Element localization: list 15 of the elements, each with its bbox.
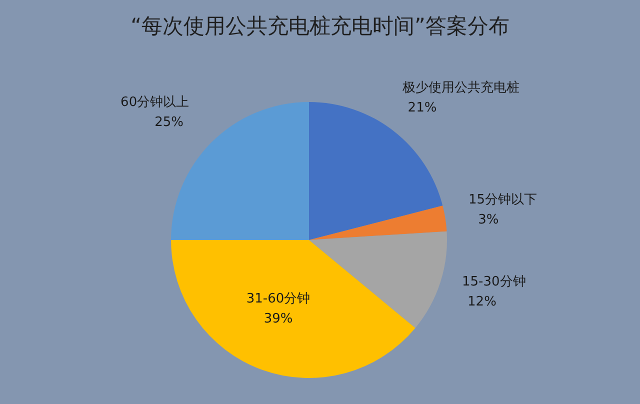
data-label: 3% — [478, 212, 499, 228]
pie-slice — [309, 206, 447, 240]
data-label: 39% — [264, 311, 293, 326]
pie-slice — [309, 231, 447, 328]
data-label: 12% — [468, 294, 496, 310]
pie-slice — [171, 240, 416, 378]
data-label: 21% — [408, 100, 437, 116]
slice-label: 31-60分钟 — [246, 291, 310, 306]
pie-slice — [309, 102, 443, 240]
slice-label: 极少使用公共充电桩 — [401, 80, 520, 96]
slice-label: 15分钟以下 — [468, 192, 538, 208]
chart-title: “每次使用公共充电桩充电时间”答案分布 — [130, 13, 510, 40]
data-label: 25% — [154, 115, 184, 130]
slice-label: 15-30分钟 — [462, 274, 526, 290]
slice-label: 60分钟以上 — [120, 95, 190, 110]
